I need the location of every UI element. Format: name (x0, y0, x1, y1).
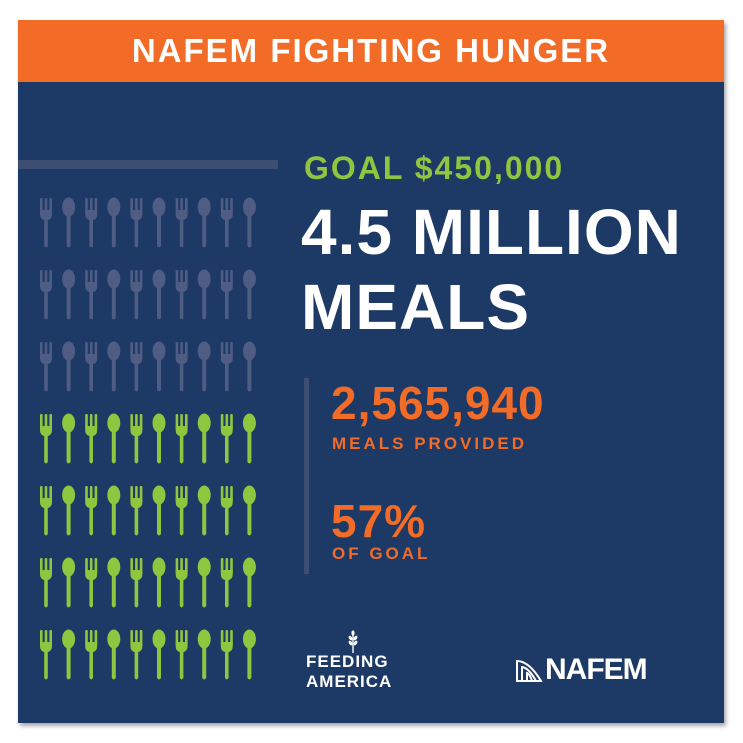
fork-icon (85, 486, 98, 536)
nafem-logo-text: NAFEM (545, 653, 648, 686)
goal-amount: GOAL $450,000 (304, 150, 565, 186)
headline-meals-word: MEALS (301, 271, 530, 343)
headline-meals-count: 4.5 MILLION (301, 196, 682, 268)
spoon-icon (152, 413, 166, 464)
spoon-icon (242, 269, 256, 320)
nafem-logo-icon (516, 659, 543, 682)
feeding-america-line2: AMERICA (306, 672, 393, 691)
spoon-icon (152, 269, 166, 320)
banner-title: NAFEM FIGHTING HUNGER (131, 32, 611, 69)
fork-icon (85, 342, 98, 392)
meals-provided-value: 2,565,940 (331, 377, 545, 429)
fork-icon (220, 270, 233, 320)
spoon-icon (62, 629, 76, 680)
spoon-icon (107, 197, 121, 248)
fork-icon (130, 270, 143, 320)
percent-of-goal-label: OF GOAL (332, 544, 431, 563)
nafem-logo: NAFEM (515, 652, 685, 688)
fork-icon (40, 630, 52, 680)
spoon-icon (152, 557, 166, 608)
spoon-icon (242, 485, 256, 536)
spoon-icon (197, 629, 211, 680)
fork-icon (40, 558, 52, 608)
fork-icon (175, 414, 188, 464)
fork-icon (85, 270, 98, 320)
meals-provided-label: MEALS PROVIDED (332, 434, 528, 453)
fork-icon (85, 630, 98, 680)
fork-icon (220, 558, 233, 608)
fork-icon (220, 198, 233, 248)
spoon-icon (242, 197, 256, 248)
fork-icon (220, 342, 233, 392)
title-banner: NAFEM FIGHTING HUNGER (18, 20, 724, 82)
spoon-icon (62, 413, 76, 464)
fork-icon (175, 198, 188, 248)
fork-icon (40, 270, 52, 320)
fork-icon (175, 558, 188, 608)
wheat-icon (348, 630, 358, 653)
fork-icon (130, 414, 143, 464)
fork-icon (220, 486, 233, 536)
spoon-icon (107, 269, 121, 320)
spoon-icon (152, 629, 166, 680)
spoon-icon (62, 341, 76, 392)
goal-marker-bar (18, 160, 278, 169)
fork-icon (220, 414, 233, 464)
fork-icon (175, 342, 188, 392)
fork-icon (85, 198, 98, 248)
spoon-icon (107, 413, 121, 464)
fork-icon (40, 414, 52, 464)
stats-divider (304, 378, 309, 574)
fork-icon (40, 342, 52, 392)
spoon-icon (197, 341, 211, 392)
fork-icon (130, 558, 143, 608)
fork-icon (130, 198, 143, 248)
spoon-icon (62, 485, 76, 536)
spoon-icon (197, 413, 211, 464)
spoon-icon (197, 557, 211, 608)
fork-icon (175, 486, 188, 536)
spoon-icon (107, 485, 121, 536)
spoon-icon (152, 341, 166, 392)
fork-icon (85, 558, 98, 608)
spoon-icon (152, 197, 166, 248)
spoon-icon (107, 629, 121, 680)
spoon-icon (152, 485, 166, 536)
infographic-card: NAFEM FIGHTING HUNGER GOAL $450,000 4.5 … (18, 20, 724, 723)
fork-icon (40, 198, 52, 248)
fork-icon (220, 630, 233, 680)
spoon-icon (242, 413, 256, 464)
spoon-icon (242, 629, 256, 680)
spoon-icon (62, 197, 76, 248)
feeding-america-line1: FEEDING (306, 652, 389, 671)
spoon-icon (242, 341, 256, 392)
spoon-icon (197, 269, 211, 320)
fork-icon (85, 414, 98, 464)
percent-of-goal-value: 57% (331, 495, 427, 547)
fork-icon (130, 486, 143, 536)
fork-icon (175, 630, 188, 680)
fork-icon (130, 630, 143, 680)
spoon-icon (197, 485, 211, 536)
fork-icon (40, 486, 52, 536)
spoon-icon (107, 557, 121, 608)
spoon-icon (62, 557, 76, 608)
spoon-icon (197, 197, 211, 248)
utensil-progress-grid (40, 197, 256, 680)
fork-icon (175, 270, 188, 320)
spoon-icon (107, 341, 121, 392)
spoon-icon (242, 557, 256, 608)
fork-icon (130, 342, 143, 392)
feeding-america-logo: FEEDING AMERICA (306, 630, 416, 691)
spoon-icon (62, 269, 76, 320)
